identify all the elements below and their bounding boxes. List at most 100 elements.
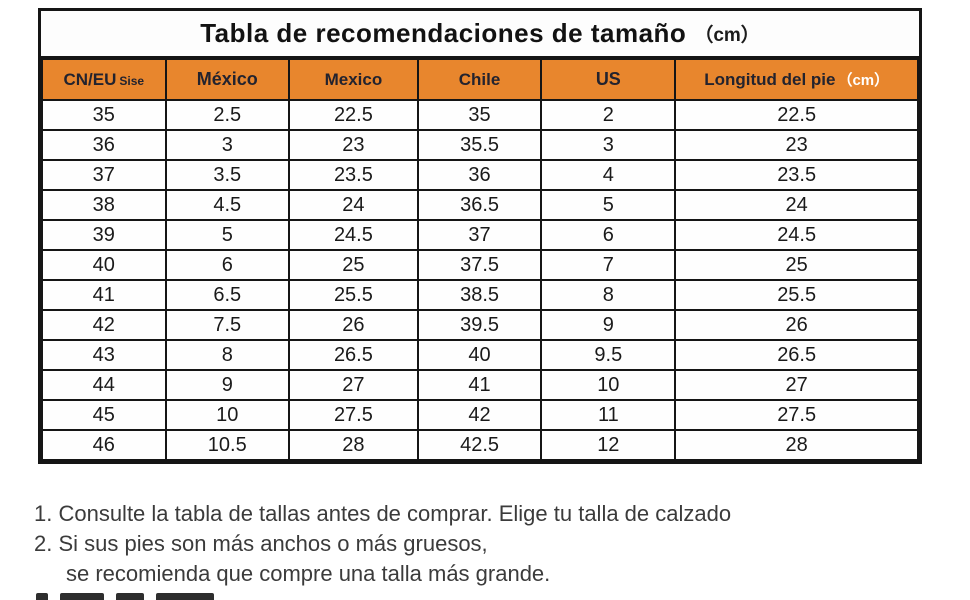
col-header-mexico: México (164, 58, 291, 101)
table-cell: 23 (674, 129, 919, 161)
table-cell: 27.5 (288, 399, 419, 431)
table-row: 36 3 23 35.5 3 23 (41, 129, 919, 161)
table-cell: 24 (674, 189, 919, 221)
table-cell: 22.5 (674, 99, 919, 131)
table-cell: 25.5 (674, 279, 919, 311)
cropped-text-line (36, 593, 214, 600)
cropped-text-fragment (60, 593, 104, 600)
table-cell: 35 (416, 99, 543, 131)
table-row: 42 7.5 26 39.5 9 26 (41, 309, 919, 341)
table-cell: 6 (540, 219, 677, 251)
table-cell: 8 (540, 279, 677, 311)
table-cell: 5 (540, 189, 677, 221)
table-cell: 6 (164, 249, 291, 281)
table-cell: 24 (288, 189, 419, 221)
table-cell: 37 (416, 219, 543, 251)
table-cell: 3 (164, 129, 291, 161)
table-cell: 4 (540, 159, 677, 191)
size-table: CN/EU Sise México Mexico Chile US Longitu… (41, 58, 919, 461)
note-line-3: se recomienda que compre una talla más g… (66, 561, 551, 586)
table-cell: 28 (674, 429, 919, 461)
table-title-unit: （cm） (694, 25, 760, 46)
table-cell: 27.5 (674, 399, 919, 431)
table-cell: 45 (41, 399, 167, 431)
table-cell: 37.5 (416, 249, 543, 281)
table-cell: 2.5 (164, 99, 291, 131)
table-row: 43 8 26.5 40 9.5 26.5 (41, 339, 919, 371)
table-cell: 38 (41, 189, 167, 221)
table-cell: 11 (540, 399, 677, 431)
table-row: 37 3.5 23.5 36 4 23.5 (41, 159, 919, 191)
note-line-2: 2. Si sus pies son más anchos o más grue… (34, 531, 488, 556)
table-cell: 28 (288, 429, 419, 461)
note-line-1: 1. Consulte la tabla de tallas antes de … (34, 501, 732, 526)
table-cell: 8 (164, 339, 291, 371)
table-cell: 39.5 (416, 309, 543, 341)
table-cell: 9 (540, 309, 677, 341)
header-row: CN/EU Sise México Mexico Chile US Longitu… (41, 58, 919, 101)
table-title: Tabla de recomendaciones de tamaño （cm） (41, 11, 919, 58)
col-header-foot-length-label: Longitud del pie (704, 70, 836, 89)
col-header-chile: Chile (416, 58, 543, 101)
table-row: 35 2.5 22.5 35 2 22.5 (41, 99, 919, 131)
size-table-body: 35 2.5 22.5 35 2 22.5 36 3 23 35.5 3 23 37 3.5 23.5 36 4… (41, 99, 919, 461)
table-cell: 2 (540, 99, 677, 131)
col-header-cneu-sub: Sise (119, 73, 145, 88)
table-cell: 40 (416, 339, 543, 371)
table-cell: 36 (416, 159, 543, 191)
table-cell: 36 (41, 129, 167, 161)
table-row: 41 6.5 25.5 38.5 8 25.5 (41, 279, 919, 311)
notes-block: 1. Consulte la tabla de tallas antes de … (34, 499, 960, 589)
table-row: 45 10 27.5 42 11 27.5 (41, 399, 919, 431)
col-header-cneu: CN/EU Sise (41, 58, 167, 101)
table-cell: 24.5 (288, 219, 419, 251)
table-cell: 9.5 (540, 339, 677, 371)
table-cell: 9 (164, 369, 291, 401)
table-cell: 43 (41, 339, 167, 371)
col-header-us: US (540, 58, 677, 101)
table-cell: 35 (41, 99, 167, 131)
table-cell: 26.5 (288, 339, 419, 371)
cropped-text-fragment (36, 593, 48, 600)
table-cell: 42 (416, 399, 543, 431)
table-cell: 27 (288, 369, 419, 401)
table-cell: 4.5 (164, 189, 291, 221)
table-cell: 10 (164, 399, 291, 431)
table-cell: 3.5 (164, 159, 291, 191)
col-header-foot-length: Longitud del pie （cm） (674, 58, 919, 101)
table-cell: 7.5 (164, 309, 291, 341)
table-cell: 26 (288, 309, 419, 341)
table-cell: 37 (41, 159, 167, 191)
table-cell: 35.5 (416, 129, 543, 161)
table-cell: 24.5 (674, 219, 919, 251)
table-cell: 7 (540, 249, 677, 281)
col-header-cneu-label: CN/EU (63, 69, 117, 89)
table-cell: 41 (416, 369, 543, 401)
table-cell: 44 (41, 369, 167, 401)
table-cell: 42.5 (416, 429, 543, 461)
table-title-text: Tabla de recomendaciones de tamaño (200, 18, 687, 48)
table-row: 38 4.5 24 36.5 5 24 (41, 189, 919, 221)
table-row: 40 6 25 37.5 7 25 (41, 249, 919, 281)
table-cell: 27 (674, 369, 919, 401)
table-cell: 6.5 (164, 279, 291, 311)
table-cell: 5 (164, 219, 291, 251)
table-cell: 39 (41, 219, 167, 251)
table-cell: 25 (674, 249, 919, 281)
table-cell: 10.5 (164, 429, 291, 461)
cropped-text-fragment (156, 593, 214, 600)
size-chart: Tabla de recomendaciones de tamaño （cm） … (38, 8, 922, 464)
table-cell: 25 (288, 249, 419, 281)
table-cell: 23.5 (288, 159, 419, 191)
table-cell: 40 (41, 249, 167, 281)
table-cell: 25.5 (288, 279, 419, 311)
cropped-text-fragment (116, 593, 144, 600)
table-row: 46 10.5 28 42.5 12 28 (41, 429, 919, 461)
table-cell: 12 (540, 429, 677, 461)
table-cell: 38.5 (416, 279, 543, 311)
table-cell: 10 (540, 369, 677, 401)
table-row: 44 9 27 41 10 27 (41, 369, 919, 401)
table-cell: 23 (288, 129, 419, 161)
table-cell: 26.5 (674, 339, 919, 371)
col-header-mexico-cm: Mexico (288, 58, 419, 101)
